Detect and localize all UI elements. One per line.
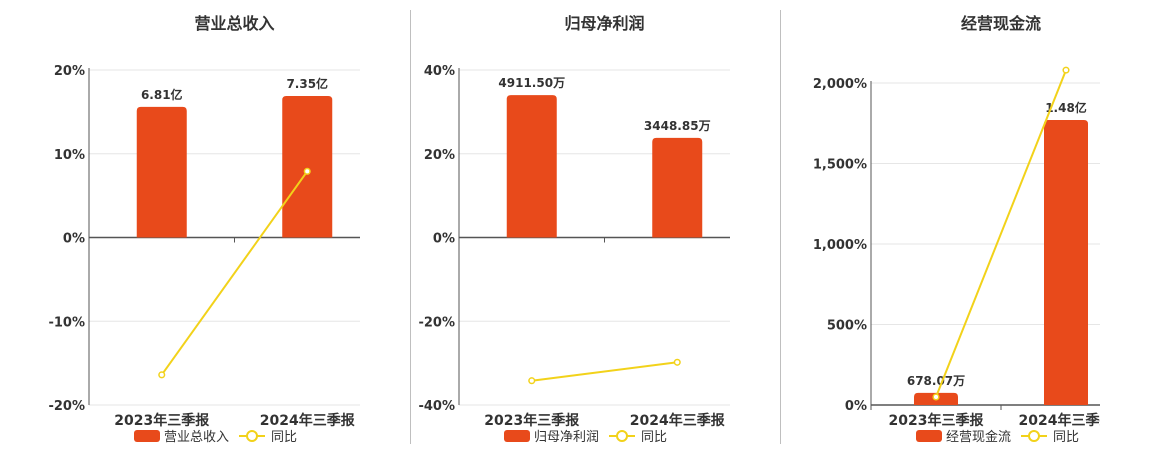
legend-line-label: 同比 [1053, 430, 1079, 445]
legend-line-label: 同比 [641, 430, 667, 445]
chart-revenue: 营业总收入 20% 10% 0% -10% -20% 6.81亿 7.35亿 2023年三季报 2… [48, 14, 360, 445]
legend-bar-swatch [916, 430, 942, 442]
legend-bar-label: 归母净利润 [534, 430, 599, 445]
bar [652, 137, 703, 238]
panel-divider [410, 10, 411, 444]
x-category-label: 2023年三季报 [114, 412, 209, 429]
bar [282, 95, 333, 238]
legend: 经营现金流 同比 [916, 429, 1079, 445]
legend: 归母净利润 同比 [504, 430, 667, 445]
bar-data-label: 1.48亿 [1045, 100, 1087, 115]
legend-bar-label: 经营现金流 [946, 429, 1011, 445]
x-category-label: 2024年三季报 [1019, 412, 1100, 429]
yoy-point [303, 167, 311, 175]
y-tick-label: 1,000% [813, 238, 867, 253]
y-tick-label: 40% [424, 64, 455, 79]
yoy-point [932, 393, 940, 401]
legend: 营业总收入 同比 [134, 430, 297, 445]
legend-bar-swatch [134, 430, 160, 442]
x-category-label: 2024年三季报 [260, 412, 355, 429]
chart-title: 归母净利润 [564, 14, 644, 33]
legend-bar-label: 营业总收入 [164, 430, 229, 445]
y-tick-label: 10% [54, 148, 85, 163]
y-tick-label: 20% [424, 148, 455, 163]
y-tick-label: 0% [433, 232, 455, 247]
bar-data-label: 7.35亿 [286, 76, 328, 91]
yoy-point [158, 371, 166, 379]
y-tick-label: 500% [827, 319, 867, 334]
chart-panel-cash-flow: 经营现金流 2,000% 1,500% 1,000% 500% 0% 678.07万 1.48… [740, 0, 1100, 450]
chart-net-profit: 归母净利润 40% 20% 0% -20% -40% 4911.50万 3448.85万 202… [418, 14, 730, 445]
chart-panel-net-profit: 归母净利润 40% 20% 0% -20% -40% 4911.50万 3448.85万 202… [370, 0, 730, 450]
y-tick-label: 0% [845, 399, 867, 414]
y-tick-label: 2,000% [813, 77, 867, 92]
yoy-line [160, 170, 309, 376]
panel-divider [780, 10, 781, 444]
x-category-label: 2023年三季报 [889, 412, 984, 429]
bar [506, 95, 557, 238]
bar-data-label: 3448.85万 [644, 119, 711, 133]
chart-cash-flow: 经营现金流 2,000% 1,500% 1,000% 500% 0% 678.07万 1.48… [813, 14, 1100, 445]
bar [136, 106, 187, 238]
x-category-label: 2024年三季报 [630, 412, 725, 429]
legend-line-label: 同比 [271, 430, 297, 445]
bar-data-label: 6.81亿 [141, 87, 183, 102]
y-tick-label: 0% [63, 232, 85, 247]
legend-bar-swatch [504, 430, 530, 442]
bar [1044, 120, 1088, 405]
yoy-point [673, 358, 681, 366]
legend-line-marker [616, 430, 628, 442]
chart-title: 营业总收入 [194, 14, 274, 33]
y-tick-label: -20% [418, 315, 455, 330]
y-tick-label: 1,500% [813, 158, 867, 173]
bar-data-label: 678.07万 [907, 374, 965, 388]
legend-line-marker [246, 430, 258, 442]
x-category-label: 2023年三季报 [484, 412, 579, 429]
y-tick-label: 20% [54, 64, 85, 79]
y-tick-label: -10% [48, 315, 85, 330]
yoy-line [531, 361, 678, 382]
bar-data-label: 4911.50万 [498, 76, 565, 90]
chart-title: 经营现金流 [961, 14, 1041, 33]
chart-panel-revenue: 营业总收入 20% 10% 0% -10% -20% 6.81亿 7.35亿 2023年三季报 2… [0, 0, 360, 450]
y-tick-label: -20% [48, 399, 85, 414]
yoy-point [1062, 66, 1070, 74]
legend-line-marker [1028, 430, 1040, 442]
yoy-point [528, 377, 536, 385]
y-tick-label: -40% [418, 399, 455, 414]
yoy-line [935, 69, 1067, 398]
